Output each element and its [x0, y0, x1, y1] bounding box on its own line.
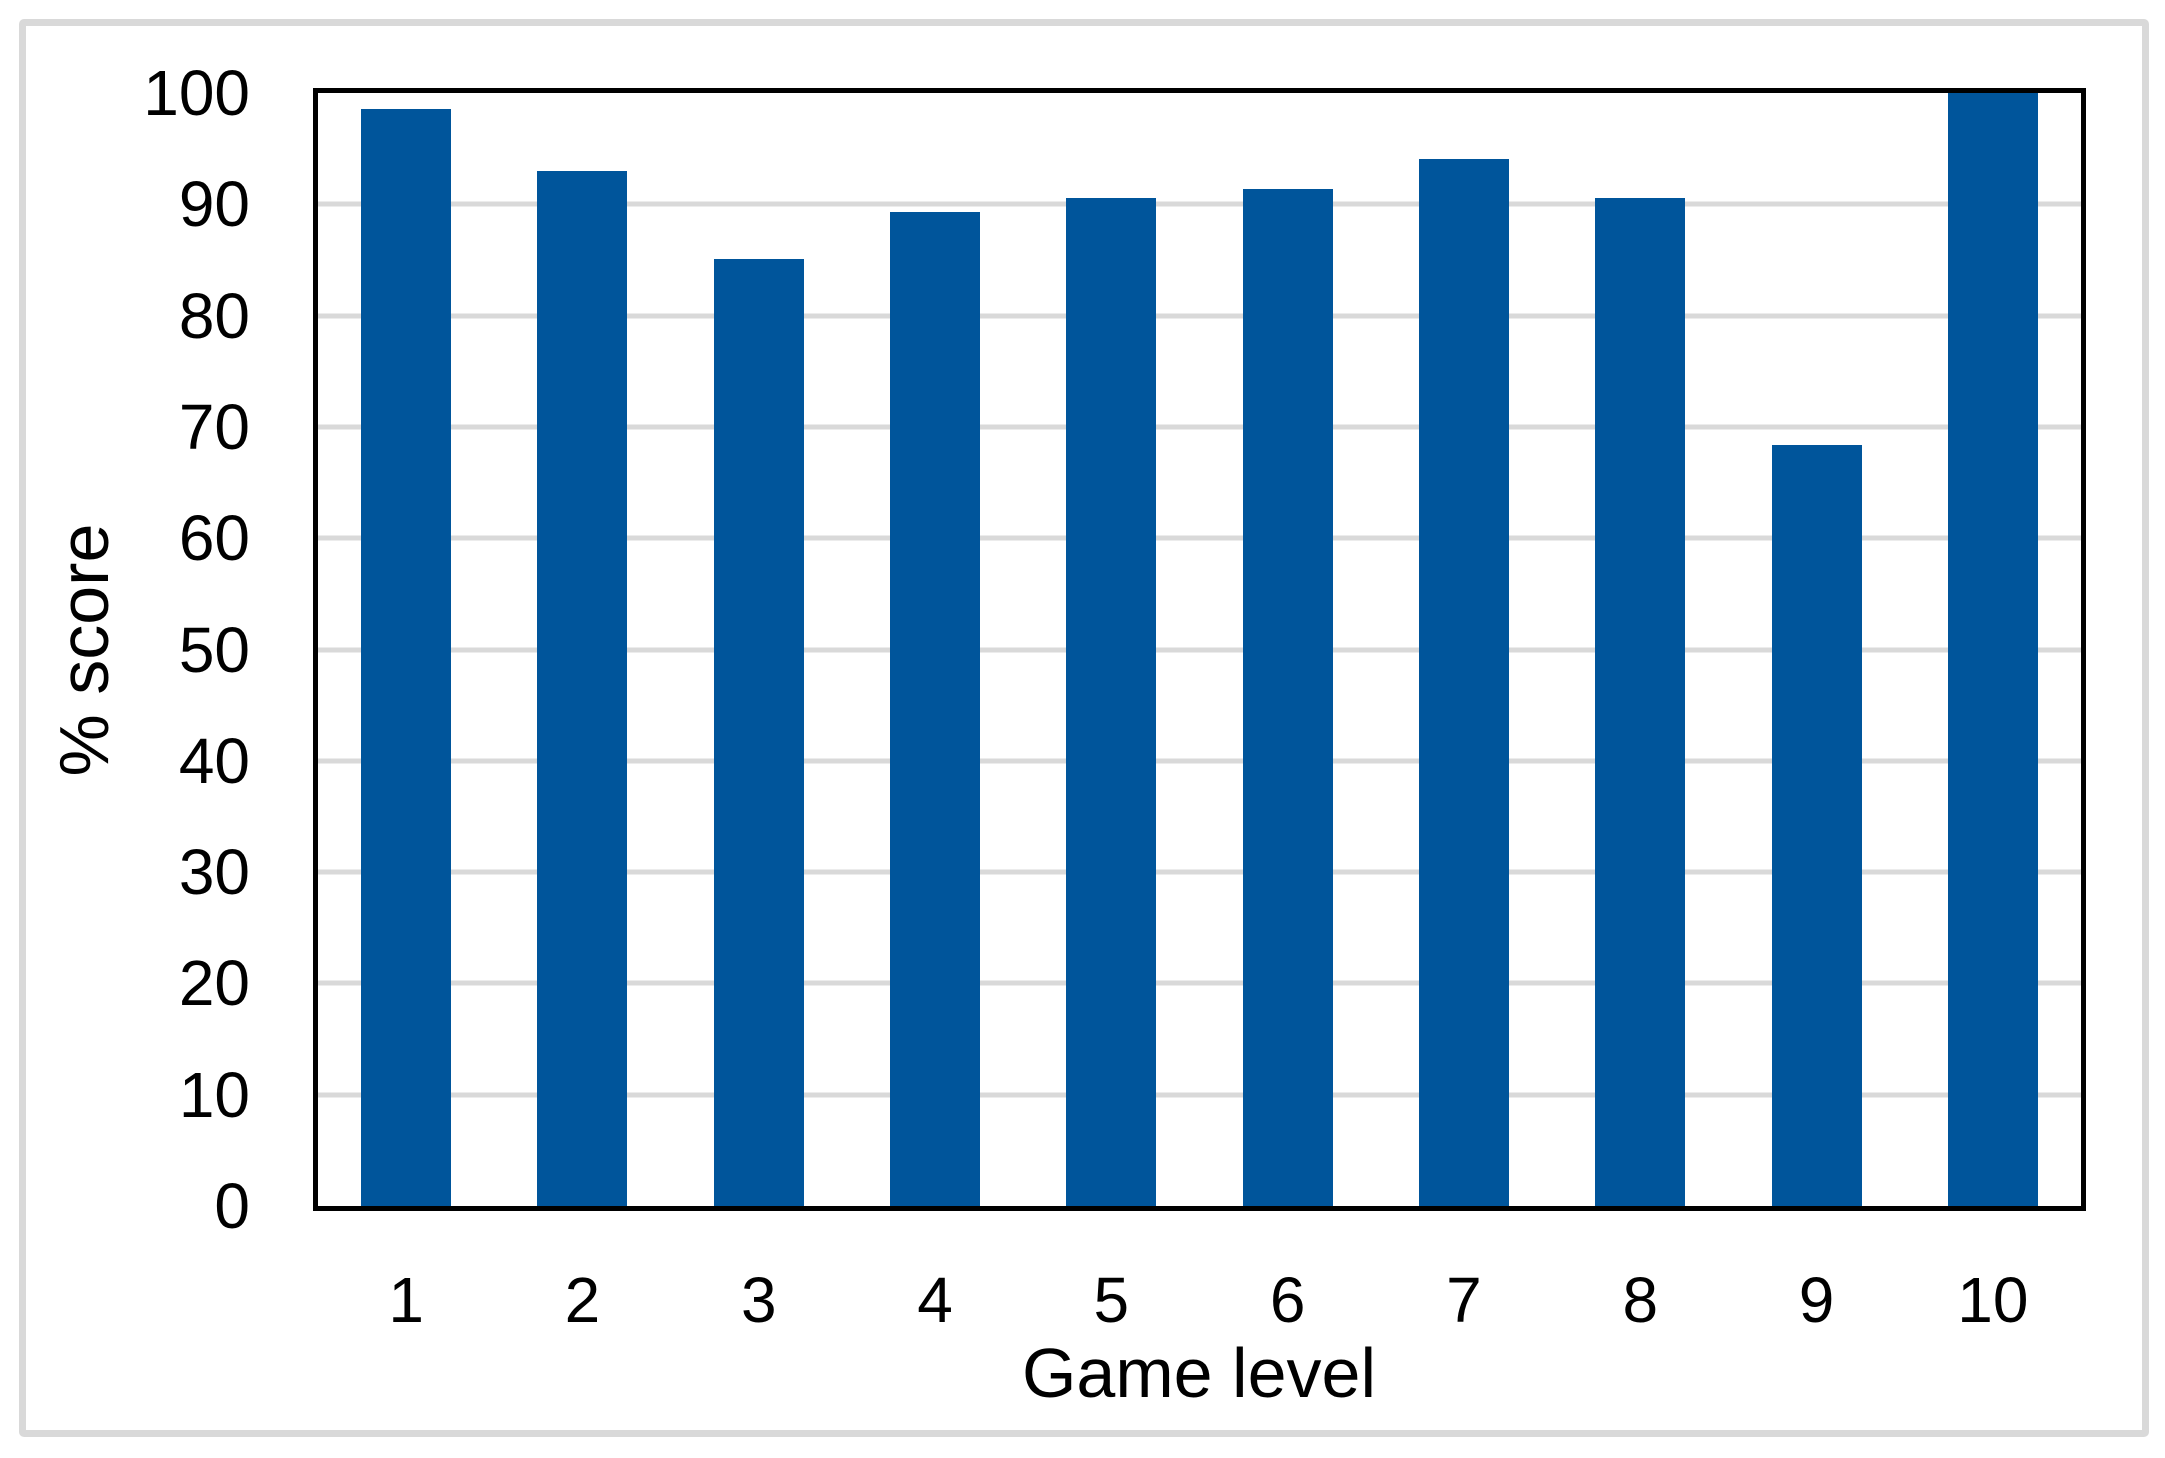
y-tick-label-50: 50	[178, 613, 250, 686]
x-axis-title: Game level	[1021, 1334, 1377, 1412]
y-tick-label-10: 10	[178, 1058, 250, 1131]
bar-level-6	[1242, 188, 1333, 1206]
bar-level-5	[1066, 197, 1157, 1206]
y-tick-label-100: 100	[143, 57, 250, 129]
x-tick-label-5: 5	[1093, 1264, 1130, 1336]
x-tick-label-1: 1	[388, 1264, 424, 1336]
x-tick-label-6: 6	[1269, 1264, 1306, 1336]
x-tick-label-3: 3	[740, 1264, 777, 1336]
y-tick-label-40: 40	[178, 724, 250, 797]
gridline-50	[318, 647, 2081, 652]
bar-level-8	[1595, 197, 1686, 1206]
gridline-60	[318, 535, 2081, 541]
gridline-80	[318, 313, 2081, 319]
y-tick-label-20: 20	[178, 947, 250, 1020]
gridline-20	[318, 980, 2081, 986]
y-tick-label-70: 70	[178, 390, 250, 463]
bar-level-7	[1418, 158, 1509, 1206]
gridline-90	[318, 201, 2081, 207]
bar-level-10	[1947, 93, 2038, 1206]
plot-inner	[318, 93, 2081, 1206]
gridline-30	[318, 869, 2081, 875]
gridline-70	[318, 424, 2081, 430]
y-tick-label-80: 80	[178, 279, 250, 352]
bar-level-1	[361, 108, 452, 1206]
bar-level-2	[537, 170, 628, 1206]
y-tick-label-30: 30	[178, 836, 250, 909]
gridline-10	[318, 1092, 2081, 1098]
bar-level-4	[890, 212, 981, 1206]
x-tick-label-8: 8	[1622, 1264, 1659, 1336]
y-tick-label-0: 0	[214, 1170, 250, 1242]
x-tick-label-2: 2	[564, 1264, 601, 1336]
bar-level-3	[713, 258, 804, 1206]
y-tick-label-60: 60	[178, 502, 250, 575]
bar-level-9	[1771, 444, 1862, 1206]
x-tick-label-9: 9	[1798, 1264, 1835, 1336]
gridline-40	[318, 758, 2081, 764]
x-tick-label-4: 4	[917, 1264, 953, 1336]
y-tick-label-90: 90	[178, 168, 250, 241]
x-tick-label-10: 10	[1957, 1264, 2029, 1336]
plot-area	[313, 88, 2086, 1211]
x-tick-label-7: 7	[1446, 1264, 1482, 1336]
